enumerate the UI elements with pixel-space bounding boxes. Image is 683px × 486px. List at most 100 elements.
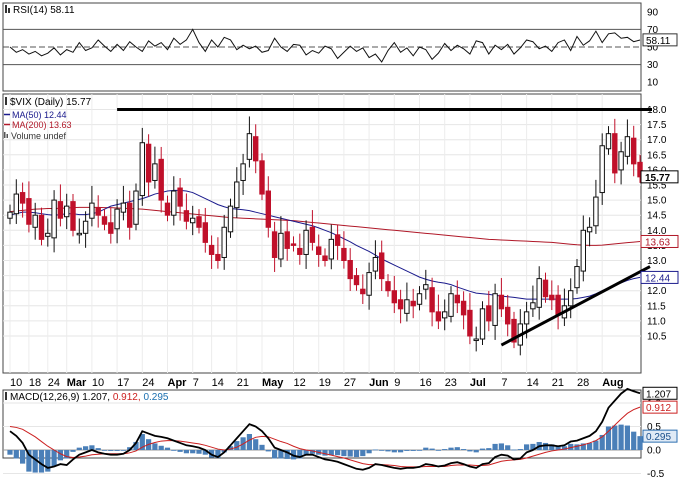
macd-histogram-bar [202, 450, 208, 455]
candle-body [101, 216, 108, 225]
price-tick-label: 18.0 [647, 105, 667, 116]
macd-histogram-bar [612, 425, 618, 450]
candle-body [530, 302, 536, 310]
macd-histogram-bar [284, 450, 290, 459]
candle-body [278, 232, 284, 260]
candle-body [297, 247, 303, 255]
macd-histogram-bar [322, 450, 328, 456]
macd-histogram-bar [549, 444, 555, 450]
macd-histogram-bar [448, 447, 454, 450]
macd-histogram-bar [190, 450, 196, 454]
macd-histogram-bar [486, 448, 492, 450]
rsi-legend-icon-bar [8, 8, 10, 13]
x-tick-label: Jun [369, 377, 389, 389]
macd-histogram-bar [57, 450, 63, 461]
macd-histogram-bar [442, 449, 448, 450]
price-tick-label: 16.5 [647, 150, 667, 161]
candle-body [76, 232, 82, 236]
candle-body [586, 226, 593, 233]
candle-body [574, 266, 580, 289]
macd-histogram-bar [70, 450, 76, 452]
candle-body [505, 306, 511, 325]
candle-body [139, 142, 146, 197]
ma200-line [9, 206, 641, 246]
macd-histogram-bar [45, 450, 51, 472]
macd-histogram-bar [51, 450, 57, 467]
macd-histogram-bar [158, 445, 164, 450]
macd-histogram-bar [171, 450, 177, 451]
candle-body [38, 214, 45, 240]
candle-body [341, 247, 347, 261]
macd-histogram-bar [618, 424, 624, 450]
candle-body [612, 133, 618, 174]
macd-histogram-bar [95, 448, 101, 450]
macd-histogram-bar [511, 449, 517, 451]
candle-body [631, 137, 637, 165]
candle-body [108, 222, 114, 234]
candle-body [410, 300, 416, 307]
rsi-value-tag-label: 58.11 [646, 36, 671, 47]
macd-histogram-bar [120, 450, 126, 451]
macd-value-tag-label: 0.912 [646, 403, 671, 414]
price-value-tag [640, 270, 679, 284]
candle-body [309, 226, 316, 243]
candle-body [45, 232, 51, 237]
macd-histogram-bar [114, 450, 120, 451]
macd-histogram-bar [505, 445, 511, 450]
candle-body [435, 311, 442, 322]
volume-legend-label: Volume undef [11, 131, 67, 141]
candle-body [416, 293, 423, 305]
price-tick-label: 10.5 [647, 332, 667, 343]
x-tick-label: Aug [602, 377, 623, 389]
candle-body [498, 294, 505, 310]
candle-body [26, 198, 32, 225]
macd-histogram-bar [328, 450, 334, 456]
candle-body [593, 196, 599, 227]
candle-body [599, 145, 605, 194]
rsi-tick-label: 70 [647, 25, 659, 36]
candle-body [334, 234, 341, 246]
x-tick-label: 23 [445, 377, 457, 389]
macd-histogram-bar [108, 450, 114, 451]
macd-histogram-bar [498, 443, 504, 450]
macd-histogram-bar [360, 450, 366, 457]
macd-histogram-bar [366, 450, 372, 454]
macd-histogram-bar [152, 443, 158, 450]
price-value-tag [640, 170, 679, 184]
macd-histogram-bar [215, 450, 221, 458]
price-tick-label: 12.0 [647, 286, 667, 297]
candle-body [391, 290, 398, 304]
x-tick-label: 9 [394, 377, 400, 389]
price-legend-vix-label: $VIX (Daily) 15.77 [10, 97, 92, 108]
candle-body [227, 205, 234, 233]
macd-histogram-bar [624, 425, 630, 450]
candle-body [7, 211, 13, 219]
x-tick-label: 24 [142, 377, 154, 389]
candle-body [114, 208, 120, 230]
candle-body [158, 158, 164, 201]
macd-histogram-bar [568, 443, 574, 450]
macd-histogram-bar [101, 450, 108, 451]
macd-value-tag [642, 386, 678, 400]
candle-body [404, 299, 410, 314]
macd-histogram-bar [423, 447, 429, 450]
candle-body [196, 216, 202, 228]
macd-histogram-bar [580, 443, 586, 450]
x-tick-label: 12 [294, 377, 306, 389]
candle-body [479, 308, 486, 340]
x-tick-label: 7 [501, 377, 507, 389]
macd-histogram-bar [265, 450, 271, 452]
candle-body [89, 202, 95, 219]
candle-body [145, 143, 152, 183]
candle-body [51, 199, 57, 239]
macd-histogram-bar [13, 450, 19, 459]
macd-histogram-bar [133, 442, 139, 450]
x-tick-label: 17 [117, 377, 129, 389]
candle-body [618, 151, 624, 171]
candle-body [70, 201, 76, 231]
macd-histogram-bar [76, 447, 82, 450]
macd-legend-part: 1.207, [82, 392, 113, 403]
macd-histogram-bar [183, 450, 189, 454]
rsi-legend-label: RSI(14) 58.11 [13, 5, 75, 16]
macd-histogram-bar [379, 450, 385, 451]
